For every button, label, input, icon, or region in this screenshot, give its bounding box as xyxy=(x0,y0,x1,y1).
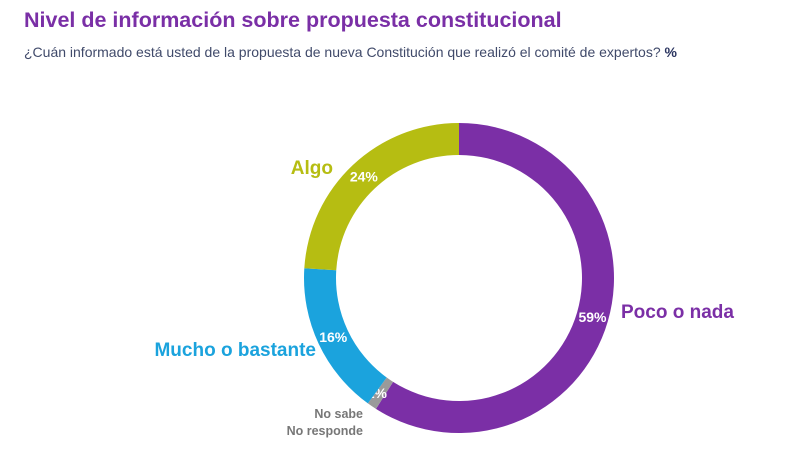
slice-algo xyxy=(304,123,459,271)
value-label-mucho-o-bastante: 16% xyxy=(319,329,348,345)
category-label-line: No responde xyxy=(287,424,363,438)
chart-title: Nivel de información sobre propuesta con… xyxy=(24,8,562,32)
slice-no-sabe-no-responde xyxy=(367,377,394,409)
unit-label: % xyxy=(664,44,677,60)
category-label-no-sabe-no-responde: No sabe No responde xyxy=(287,407,363,438)
category-label-algo: Algo xyxy=(291,158,333,179)
category-label-mucho-o-bastante: Mucho o bastante xyxy=(154,340,316,361)
slice-poco-o-nada xyxy=(375,123,614,433)
slice-mucho-o-bastante xyxy=(303,268,387,404)
chart-subtitle: ¿Cuán informado está usted de la propues… xyxy=(24,44,677,60)
category-label-line: No sabe xyxy=(314,407,363,421)
category-label-poco-o-nada: Poco o nada xyxy=(621,302,734,323)
value-label-poco-o-nada: 59% xyxy=(578,309,607,325)
value-label-algo: 24% xyxy=(350,169,379,185)
subtitle-text: ¿Cuán informado está usted de la propues… xyxy=(24,44,661,60)
